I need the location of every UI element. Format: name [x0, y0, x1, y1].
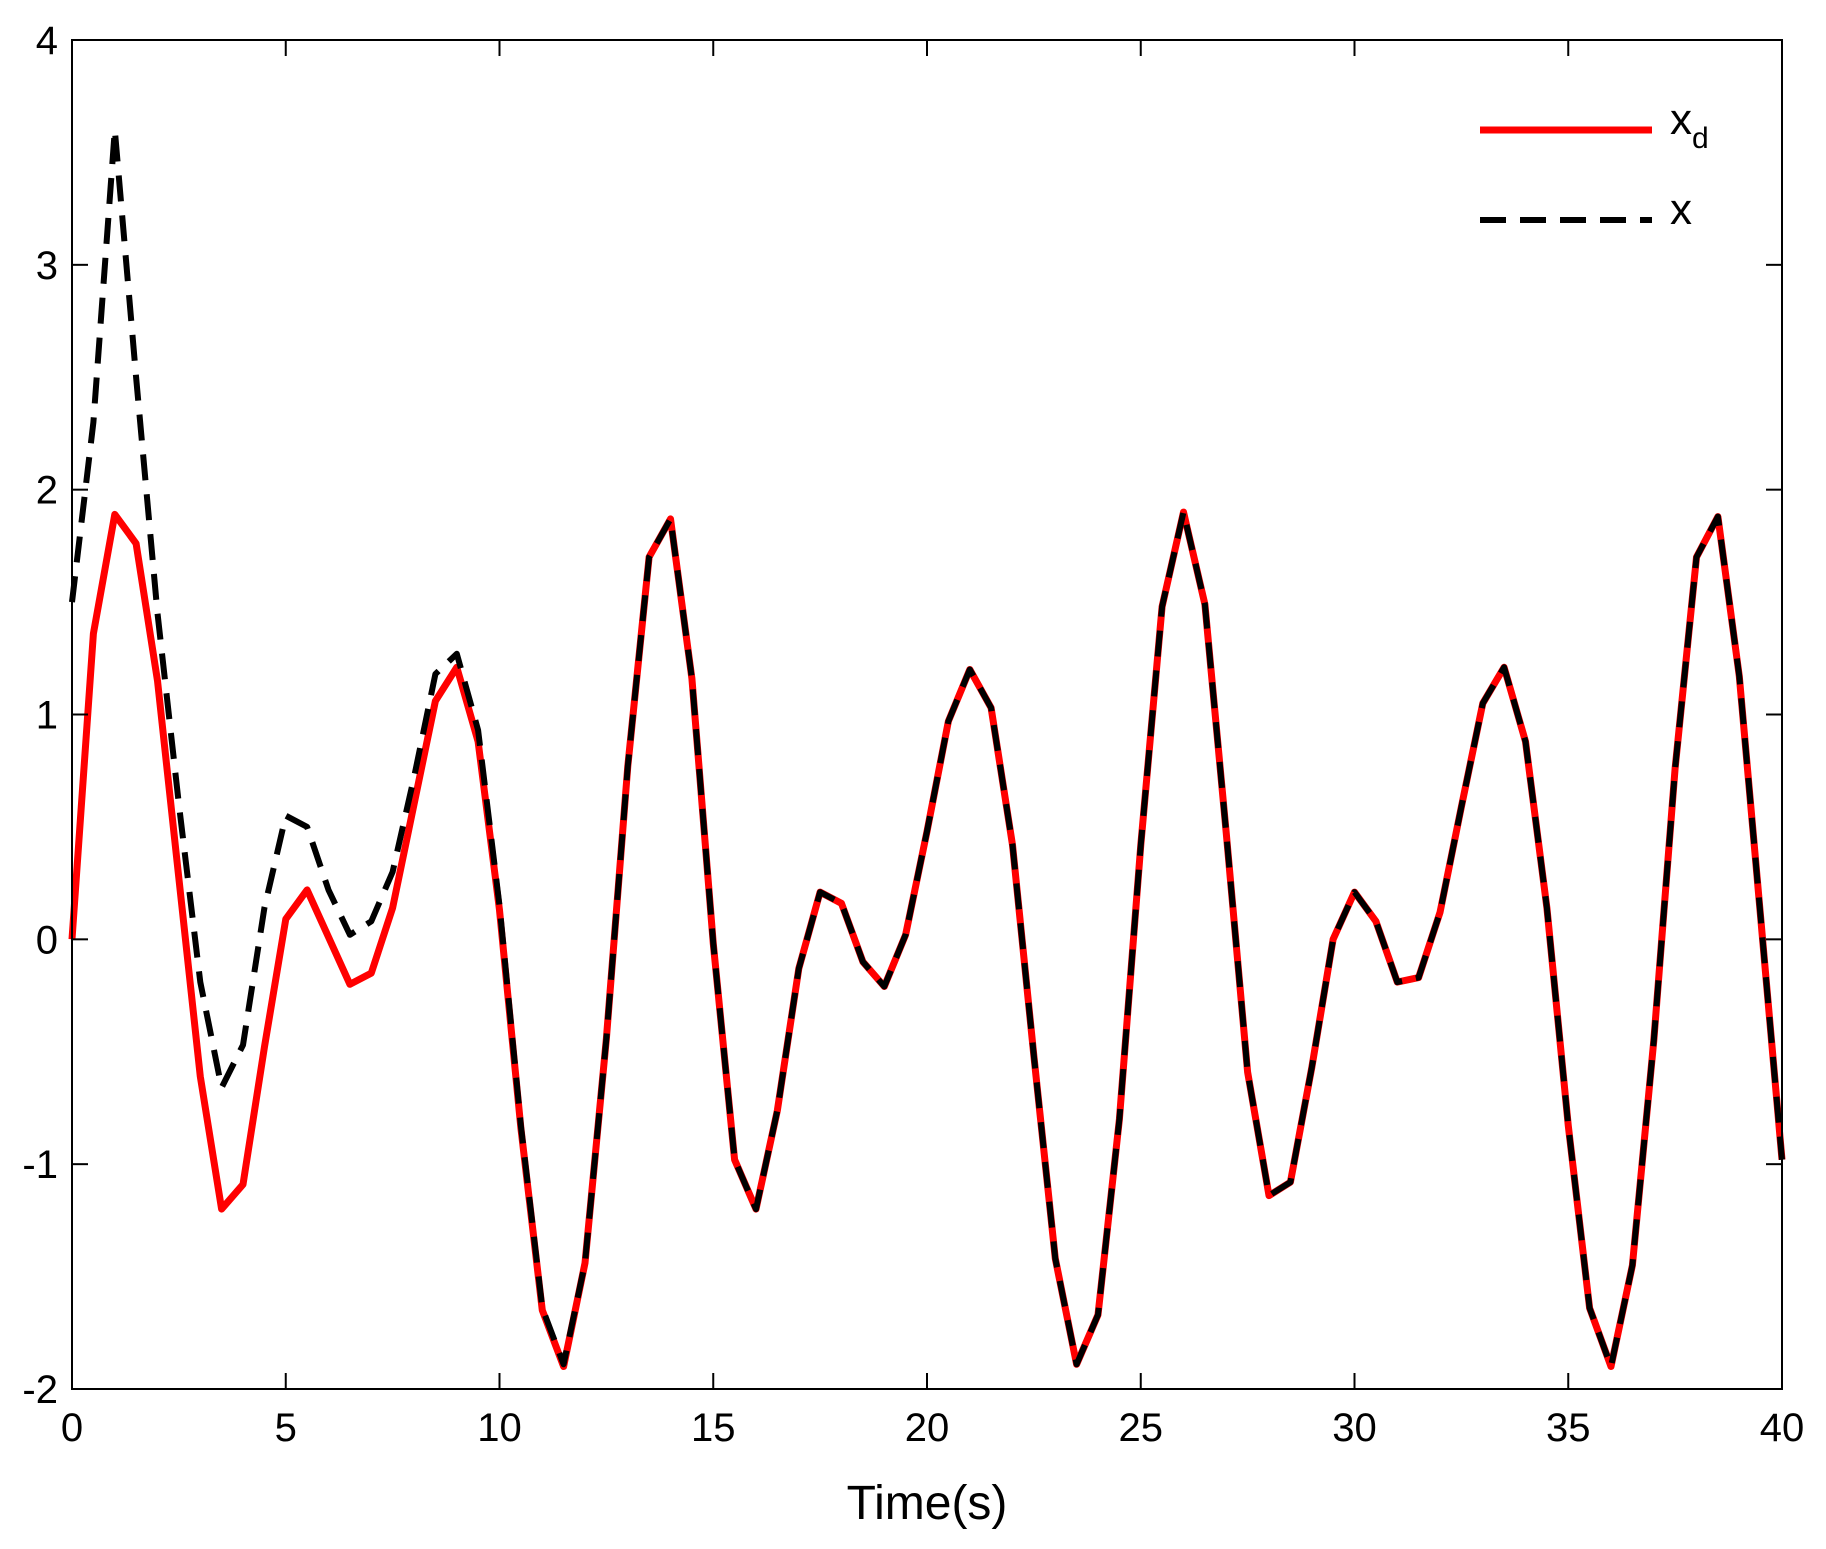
x-tick-label: 15: [691, 1406, 736, 1450]
ticks-layer: 0 5 10 15 20 25 30 35 40 -2 -1 0 1 2 3 4: [22, 19, 1804, 1450]
y-tick-label: -2: [22, 1368, 58, 1412]
x-tick-label: 5: [275, 1406, 297, 1450]
y-tick-label: 0: [36, 918, 58, 962]
series-layer: [68, 126, 1786, 1370]
legend: xd x: [1480, 95, 1709, 234]
x-tick-label: 20: [905, 1406, 950, 1450]
y-tick-label: 2: [36, 469, 58, 513]
legend-label-xd-main: x: [1670, 95, 1692, 144]
legend-label-xd-subscript: d: [1692, 122, 1709, 155]
x-tick-label: 40: [1760, 1406, 1805, 1450]
x-tick-label: 30: [1332, 1406, 1377, 1450]
x-axis-title: Time(s): [847, 1477, 1008, 1530]
x-tick-label: 0: [61, 1406, 83, 1450]
y-tick-label: 1: [36, 694, 58, 738]
y-tick-label: -1: [22, 1143, 58, 1187]
legend-label-x: x: [1670, 185, 1692, 234]
y-tick-label: 4: [36, 19, 58, 63]
series-line-x: [69, 126, 1785, 1370]
x-tick-label: 10: [477, 1406, 522, 1450]
x-tick-label: 35: [1546, 1406, 1591, 1450]
y-tick-label: 3: [36, 244, 58, 288]
legend-label-xd: xd: [1670, 95, 1709, 155]
x-tick-label: 25: [1119, 1406, 1164, 1450]
